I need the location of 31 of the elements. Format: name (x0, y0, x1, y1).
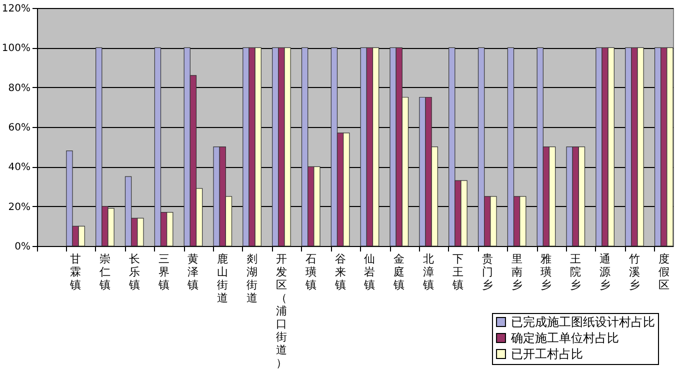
x-tick-label: 崇仁镇 (98, 252, 110, 292)
x-tick-label: 剡湖街道 (246, 252, 258, 304)
x-tick-label: 北漳镇 (422, 252, 434, 292)
y-tick-label: 40% (8, 162, 30, 174)
x-tick-label: 王院乡 (570, 252, 582, 292)
x-tick-label: 谷来镇 (334, 252, 346, 292)
x-tick-label: 度假区 (658, 252, 670, 292)
x-tick-label: 贵门乡 (482, 252, 493, 292)
legend-label: 已完成施工图纸设计村占比 (511, 315, 655, 329)
x-tick-label: 通源乡 (600, 252, 611, 292)
y-tick-label: 0% (14, 242, 30, 252)
legend-label: 已开工村占比 (511, 347, 583, 361)
x-tick-label: 鹿山街道 (217, 252, 228, 304)
x-tick-label: 甘霖镇 (69, 252, 82, 292)
x-tick-label: 里南乡 (511, 252, 522, 292)
y-tick-label: 60% (8, 122, 30, 134)
x-tick-label: 三界镇 (157, 252, 170, 292)
x-tick-label: 长乐镇 (128, 252, 140, 292)
y-tick-label: 80% (8, 82, 30, 94)
x-tick-label: 仙岩镇 (363, 252, 376, 292)
category-label: 开发区（浦口街道） (276, 252, 287, 370)
y-tick-label: 100% (2, 43, 30, 54)
legend-label: 确定施工单位村占比 (510, 331, 619, 345)
x-tick-label: 下王镇 (451, 252, 464, 292)
y-tick-label: 20% (8, 202, 30, 213)
x-tick-label: 黄泽镇 (186, 252, 199, 292)
x-tick-label: 金庭镇 (392, 252, 405, 292)
y-tick-label: 120% (2, 4, 30, 14)
x-tick-label: 石璜镇 (304, 252, 316, 292)
x-tick-label: 雅璜乡 (540, 252, 552, 292)
x-tick-label: 竹溪乡 (628, 252, 640, 292)
